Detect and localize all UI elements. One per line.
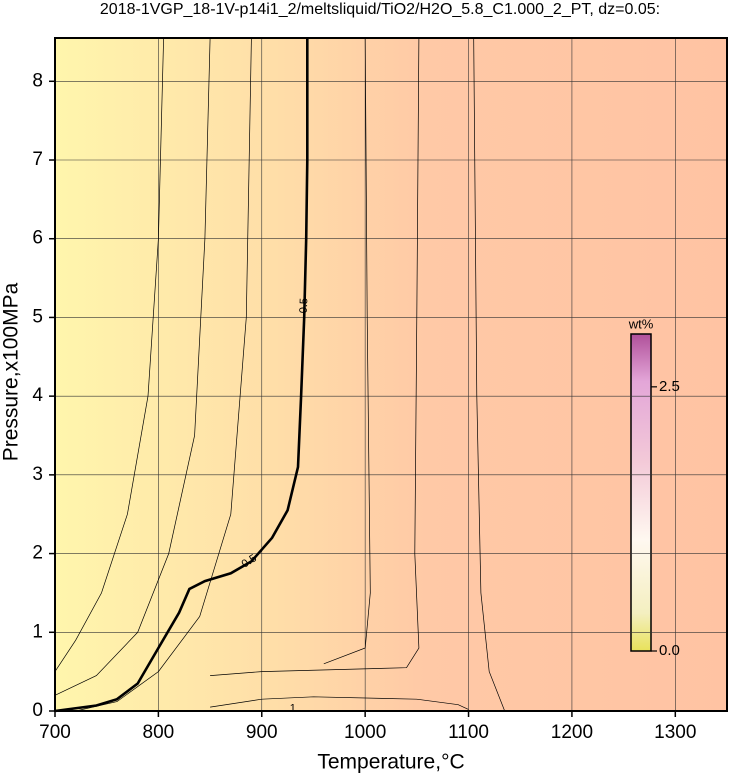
y-tick-label: 2 — [32, 543, 43, 564]
x-tick-label: 1100 — [448, 722, 489, 743]
contour-line — [54, 37, 164, 672]
contour-label: 1 — [290, 703, 296, 715]
contour-line — [210, 696, 469, 710]
x-tick-label: 1000 — [344, 722, 386, 743]
contour-line — [54, 37, 211, 696]
x-tick-label: 1300 — [654, 722, 696, 743]
plot-background — [55, 38, 727, 711]
y-axis-label: Pressure,x100MPa — [0, 282, 23, 461]
contour-line — [473, 37, 506, 712]
x-tick-label: 700 — [39, 722, 71, 743]
x-tick-label: 1200 — [551, 722, 593, 743]
x-tick-label: 800 — [143, 722, 175, 743]
y-tick-label: 6 — [32, 228, 43, 249]
y-tick-label: 4 — [32, 385, 43, 406]
contour-line — [323, 37, 371, 665]
y-tick-label: 3 — [32, 464, 43, 485]
colorbar-tick-label: 2.5 — [659, 378, 680, 395]
contour-line — [210, 37, 420, 676]
y-tick-label: 0 — [32, 700, 43, 721]
colorbar-tick-label: 0.0 — [659, 642, 680, 659]
colorbar — [630, 333, 652, 652]
y-tick-label: 8 — [32, 70, 43, 91]
contour-label: 0.5 — [298, 298, 311, 314]
y-tick-label: 1 — [32, 621, 43, 642]
chart-title: 2018-1VGP_18-1V-p14i1_2/meltsliquid/TiO2… — [100, 1, 660, 18]
y-tick-label: 7 — [32, 149, 43, 170]
contour-line — [75, 37, 252, 712]
plot-frame — [54, 37, 728, 712]
x-axis-label: Temperature,°C — [317, 751, 464, 774]
y-tick-label: 5 — [32, 306, 43, 327]
colorbar-title: wt% — [628, 316, 654, 331]
x-tick-label: 900 — [246, 722, 278, 743]
contour-line — [54, 38, 309, 713]
